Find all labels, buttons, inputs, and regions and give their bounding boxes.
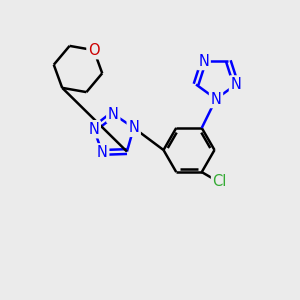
Text: N: N: [108, 106, 119, 122]
Text: O: O: [88, 43, 100, 58]
Text: N: N: [211, 92, 221, 106]
Text: N: N: [230, 77, 242, 92]
Text: N: N: [97, 145, 108, 160]
Text: N: N: [198, 53, 209, 68]
Text: N: N: [88, 122, 99, 137]
Text: Cl: Cl: [213, 174, 227, 189]
Text: N: N: [128, 120, 139, 135]
